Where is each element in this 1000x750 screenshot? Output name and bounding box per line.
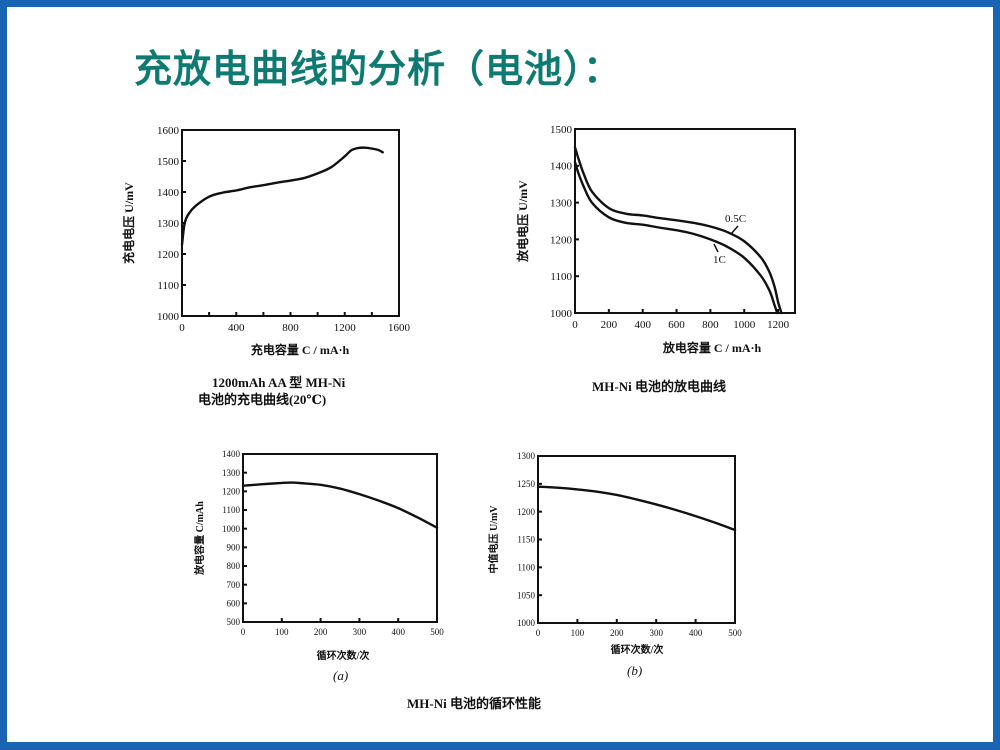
y-axis-label: 充电电压 U/mV — [121, 182, 136, 264]
series-line-capacity — [241, 481, 439, 529]
chart2-caption: MH-Ni 电池的放电曲线 — [592, 379, 726, 394]
x-tick-label: 200 — [314, 627, 328, 637]
y-tick-label: 1400 — [550, 161, 573, 173]
annotation-1c: 1C — [713, 254, 726, 266]
x-tick-label: 100 — [571, 628, 585, 638]
x-tick-label: 800 — [702, 319, 719, 331]
y-tick-label: 1400 — [222, 449, 241, 459]
chart1-caption-line1: 1200mAh AA 型 MH-Ni — [212, 375, 346, 390]
x-tick-label: 0 — [572, 319, 578, 331]
slide-title: 充放电曲线的分析（电池）： — [134, 47, 623, 91]
x-axis-label: 循环次数/次 — [611, 643, 664, 656]
chart4-subcaption: (b) — [627, 663, 643, 678]
y-axis-label: 放电电压 U/mV — [515, 180, 530, 263]
series-line-charge — [180, 146, 384, 246]
series-line-median-voltage — [536, 485, 737, 532]
chart1-caption-line2: 电池的充电曲线(20℃) — [198, 392, 327, 407]
y-tick-label: 1300 — [222, 468, 241, 478]
y-tick-label: 1200 — [517, 507, 536, 517]
x-tick-label: 200 — [601, 319, 618, 331]
x-tick-label: 1200 — [334, 322, 357, 334]
y-tick-label: 1500 — [157, 156, 180, 168]
y-tick-label: 700 — [227, 580, 241, 590]
x-axis-label: 循环次数/次 — [317, 649, 370, 662]
axes-frame — [574, 128, 796, 314]
x-tick-label: 400 — [634, 319, 651, 331]
y-tick-label: 1300 — [157, 218, 180, 230]
bottom-caption: MH-Ni 电池的循环性能 — [407, 696, 541, 711]
x-tick-label: 200 — [610, 628, 624, 638]
plot-area: 1000 1050 1100 1150 1200 1250 1300 0 100 200 300 40… — [487, 451, 742, 656]
y-tick-label: 1200 — [157, 249, 180, 261]
y-tick-label: 1100 — [222, 505, 240, 515]
x-tick-label: 400 — [689, 628, 703, 638]
y-tick-label: 1300 — [517, 451, 536, 461]
y-tick-label: 1200 — [550, 234, 573, 246]
y-tick-label: 1600 — [157, 125, 180, 137]
x-tick-label: 100 — [275, 627, 289, 637]
y-tick-label: 1250 — [517, 479, 536, 489]
x-tick-label: 600 — [668, 319, 685, 331]
y-tick-label: 1000 — [157, 311, 180, 323]
x-tick-label: 300 — [649, 628, 663, 638]
x-tick-label: 0 — [536, 628, 541, 638]
y-tick-label: 1400 — [157, 187, 180, 199]
x-tick-label: 400 — [228, 322, 245, 334]
x-axis-label: 充电容量 C / mA·h — [251, 342, 350, 357]
chart3-subcaption: (a) — [333, 668, 349, 683]
annotation-leader — [713, 243, 719, 253]
axes-frame — [242, 453, 438, 623]
y-tick-label: 800 — [227, 561, 241, 571]
plot-area: 1000 1100 1200 1300 1400 1500 1600 0 400 800 1200 1… — [121, 125, 411, 357]
y-tick-label: 1100 — [550, 271, 572, 283]
y-tick-label: 1100 — [157, 280, 179, 292]
series-line-1c — [573, 160, 779, 315]
annotation-0-5c: 0.5C — [725, 213, 746, 225]
y-tick-label: 1050 — [517, 590, 536, 600]
y-tick-label: 1000 — [550, 308, 573, 320]
y-axis-label: 放电容量 C/mAh — [193, 501, 206, 576]
annotation-leader — [730, 225, 739, 235]
x-tick-label: 300 — [353, 627, 367, 637]
y-tick-label: 1300 — [550, 197, 573, 209]
x-tick-label: 500 — [728, 628, 742, 638]
x-tick-label: 800 — [282, 322, 299, 334]
y-tick-label: 1000 — [222, 524, 241, 534]
x-axis-label: 放电容量 C / mA·h — [662, 340, 762, 355]
y-tick-label: 1000 — [517, 618, 536, 628]
y-tick-label: 1200 — [222, 486, 241, 496]
y-tick-label: 1150 — [517, 535, 535, 545]
y-tick-label: 1100 — [517, 562, 535, 572]
y-tick-label: 900 — [227, 542, 241, 552]
y-tick-label: 500 — [227, 617, 241, 627]
x-tick-label: 0 — [241, 627, 246, 637]
x-tick-label: 0 — [179, 322, 185, 334]
y-tick-label: 1500 — [550, 124, 573, 136]
x-tick-label: 1600 — [388, 322, 411, 334]
y-tick-label: 600 — [227, 598, 241, 608]
x-tick-label: 500 — [430, 627, 444, 637]
x-tick-label: 1200 — [767, 319, 790, 331]
axes-frame — [537, 455, 736, 624]
plot-area: 1000 1100 1200 1300 1400 1500 0 200 400 600 800 100… — [515, 124, 796, 355]
x-tick-label: 400 — [391, 627, 405, 637]
plot-area: 500 600 700 800 900 1000 1100 1200 1300 1400 0 100 2… — [193, 449, 444, 662]
y-axis-label: 中值电压 U/mV — [487, 505, 500, 574]
x-tick-label: 1000 — [733, 319, 756, 331]
slide — [7, 7, 993, 742]
series-line-0-5c — [573, 146, 783, 315]
